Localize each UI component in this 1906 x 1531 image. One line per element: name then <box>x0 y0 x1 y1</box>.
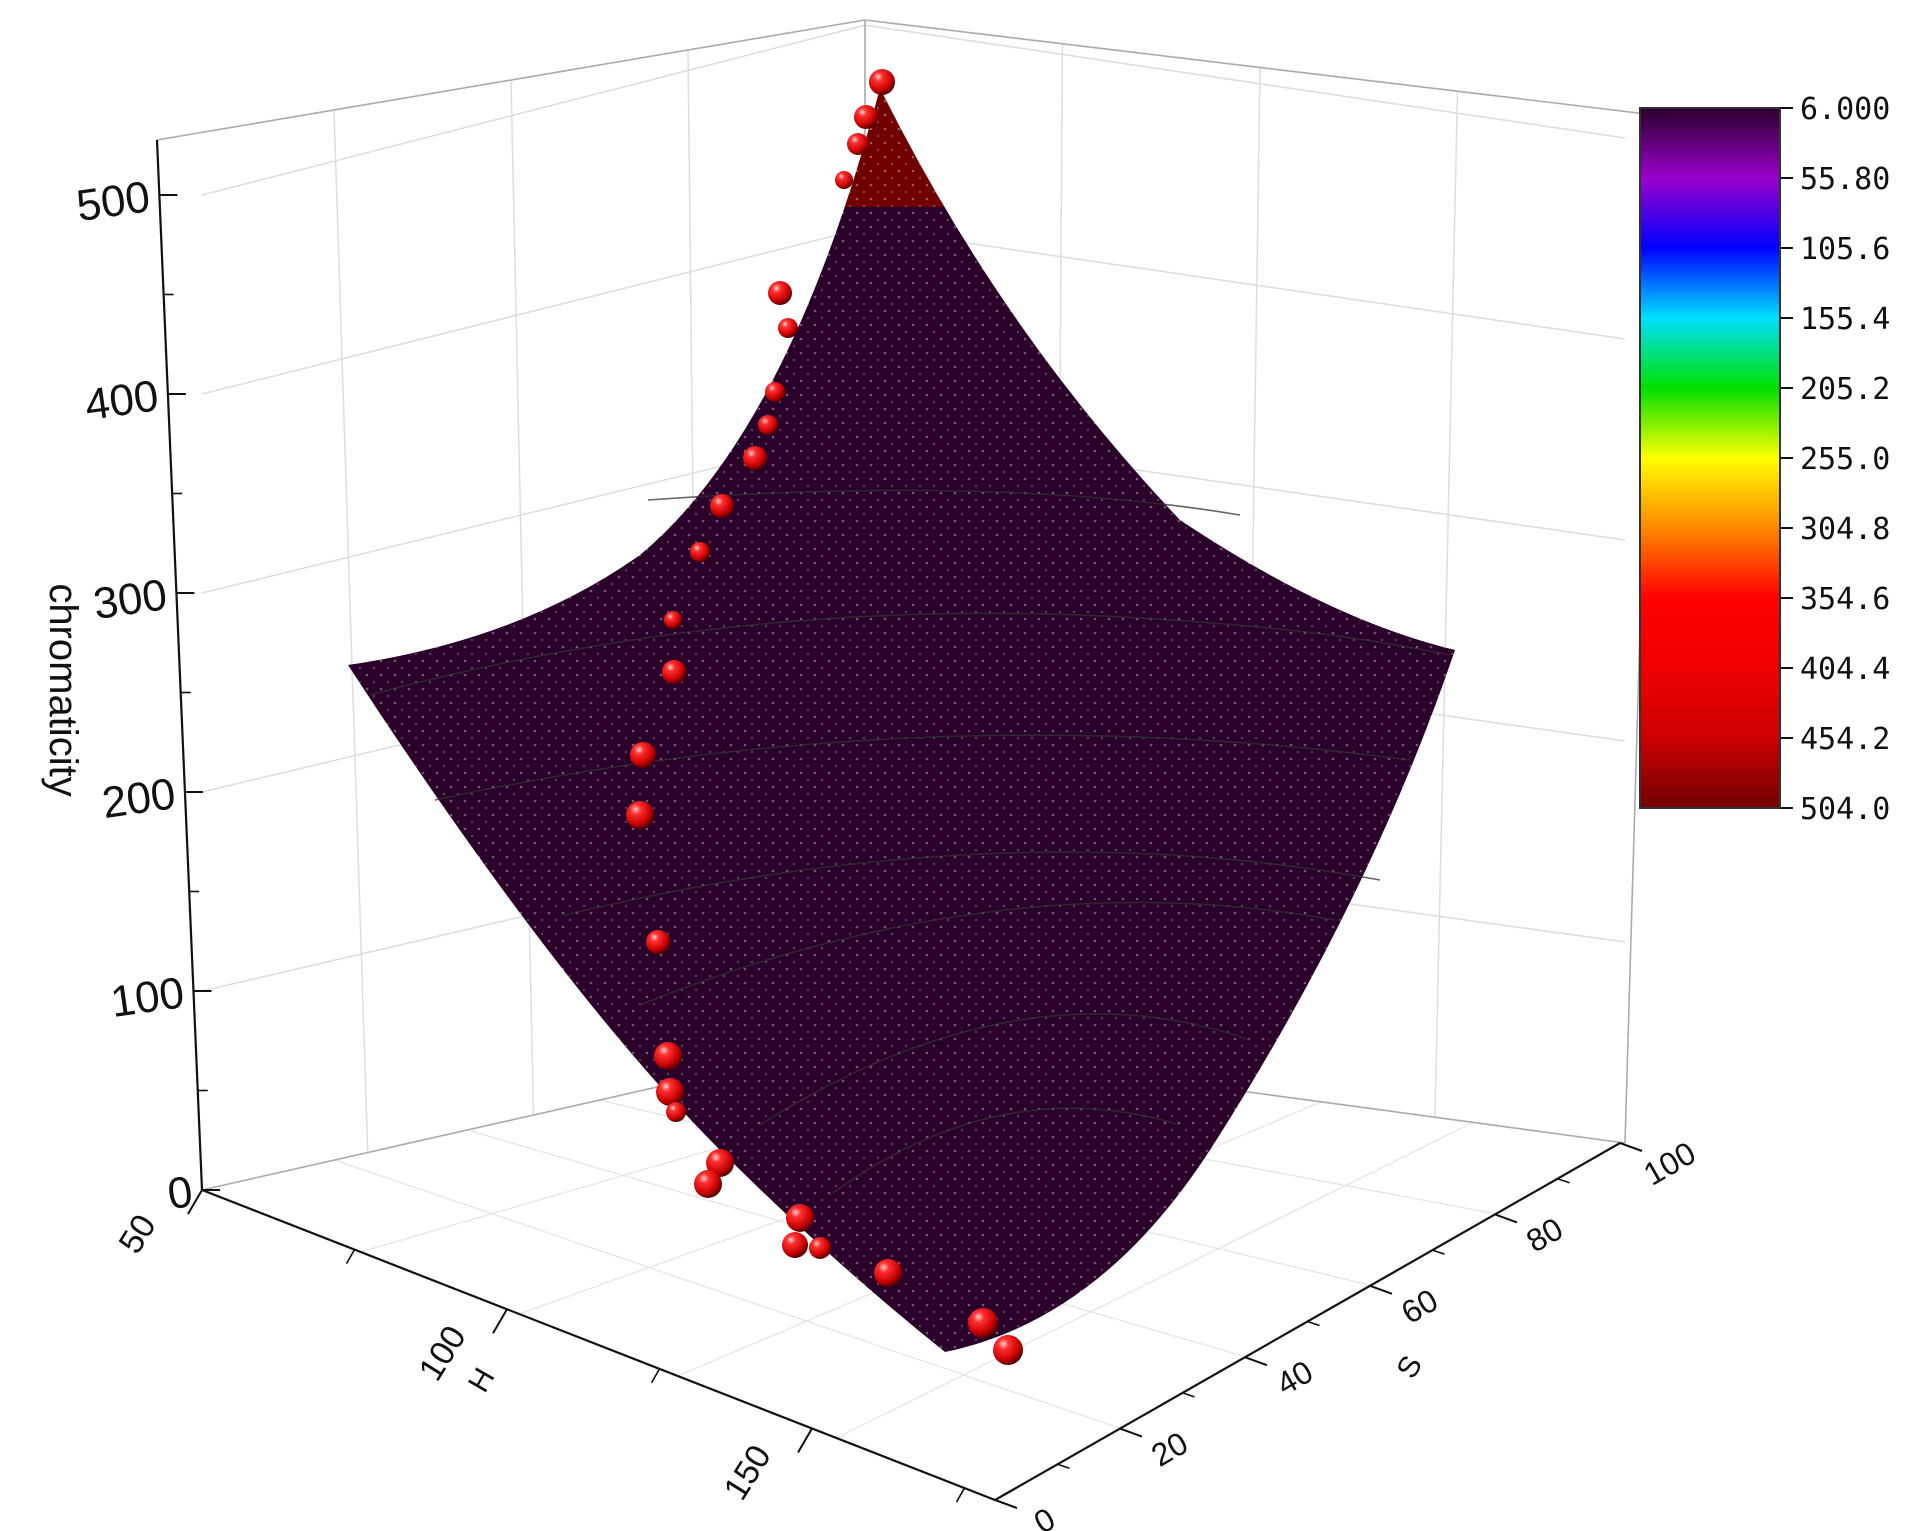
contour-line <box>829 1107 1181 1196</box>
s-tick <box>1494 1213 1518 1224</box>
h-tick <box>797 1427 813 1453</box>
colorbar-label: 155.4 <box>1800 302 1890 337</box>
colorbar-label: 205.2 <box>1800 372 1890 407</box>
h-tick <box>187 1189 203 1215</box>
scatter-point <box>993 1335 1023 1365</box>
scatter-series <box>626 69 1023 1365</box>
response-surface <box>348 88 1455 1352</box>
z-tick-label: 400 <box>82 371 162 430</box>
s-tick-label: 60 <box>1395 1282 1444 1331</box>
scatter-point <box>690 542 710 562</box>
scatter-point <box>706 1149 734 1177</box>
colorbar-ticks: 6.000 55.80 105.6 155.4 205.2 255.0 304.8 354.6… <box>1780 92 1890 827</box>
s-tick <box>1619 1142 1643 1152</box>
h-tick-label: 50 <box>112 1208 164 1260</box>
scatter-point <box>874 1259 902 1287</box>
s-tick-label: 20 <box>1145 1425 1194 1474</box>
contour-line <box>639 901 1336 1006</box>
colorbar-label: 255.0 <box>1800 442 1890 477</box>
s-tick-label: 80 <box>1520 1210 1569 1259</box>
scatter-point <box>854 105 878 129</box>
scatter-point <box>782 1232 808 1258</box>
scatter-point <box>768 281 792 305</box>
z-tick-label: 200 <box>99 769 179 828</box>
s-axis: 0 20 40 60 80 100 <box>994 1135 1702 1531</box>
scatter-point <box>664 611 682 629</box>
z-tick-label: 100 <box>108 968 188 1027</box>
scatter-point <box>786 1204 814 1232</box>
colorbar-label: 404.4 <box>1800 652 1890 687</box>
colorbar-label: 304.8 <box>1800 512 1890 547</box>
s-tick-label: 0 <box>1028 1500 1061 1531</box>
z-tick-label: 300 <box>91 570 171 629</box>
contour-line <box>759 1013 1251 1126</box>
scatter-point <box>847 133 869 155</box>
h-axis-line <box>201 1188 996 1502</box>
scatter-point <box>646 930 670 954</box>
scatter-point <box>765 382 785 402</box>
s-tick <box>994 1499 1018 1509</box>
contour-line <box>647 489 1241 516</box>
scatter-point <box>710 494 734 518</box>
scatter-point <box>835 171 853 189</box>
s-tick <box>1369 1284 1393 1295</box>
scatter-point <box>694 1170 722 1198</box>
colorbar-label: 504.0 <box>1800 792 1890 827</box>
contour-lines <box>369 489 1451 1196</box>
scatter-point <box>869 69 895 95</box>
z-tick-label: 500 <box>73 172 153 231</box>
s-axis-title: S <box>1390 1350 1429 1384</box>
scatter-point <box>743 446 767 470</box>
h-tick <box>492 1308 508 1334</box>
z-tick-label: 0 <box>165 1167 196 1219</box>
colorbar-label: 354.6 <box>1800 582 1890 617</box>
scatter-point <box>662 660 686 684</box>
contour-line <box>564 851 1381 916</box>
scatter-point <box>758 415 778 435</box>
z-axis-line <box>155 139 204 1191</box>
colorbar-scale <box>1639 107 1781 809</box>
s-tick <box>1119 1427 1143 1438</box>
z-axis: 0 100 200 300 400 500 <box>73 139 220 1219</box>
h-tick-label: 150 <box>717 1439 779 1507</box>
contour-line <box>369 612 1451 696</box>
colorbar-label: 454.2 <box>1800 722 1890 757</box>
contour-line <box>434 734 1411 801</box>
colorbar-label: 105.6 <box>1800 232 1890 267</box>
surface-texture <box>348 88 1455 1352</box>
left-wall-grid <box>201 24 866 1153</box>
scatter-point <box>968 1308 998 1338</box>
s-tick-label: 40 <box>1270 1353 1319 1402</box>
scatter-point <box>654 1042 682 1070</box>
h-axis-title: H <box>462 1363 501 1398</box>
scatter-point <box>656 1078 684 1106</box>
colorbar: 6.000 55.80 105.6 155.4 205.2 255.0 304.8 354.6… <box>1639 92 1890 827</box>
scatter-point <box>809 1237 831 1259</box>
colorbar-label: 6.000 <box>1800 92 1890 127</box>
scatter-point <box>778 318 798 338</box>
scatter-point <box>630 742 656 768</box>
z-axis-title: chromaticity <box>41 583 85 796</box>
scatter-point <box>666 1102 686 1122</box>
s-tick-label: 100 <box>1637 1135 1701 1193</box>
s-tick <box>1244 1356 1268 1367</box>
colorbar-label: 55.80 <box>1800 162 1890 197</box>
scatter-point <box>626 801 654 829</box>
